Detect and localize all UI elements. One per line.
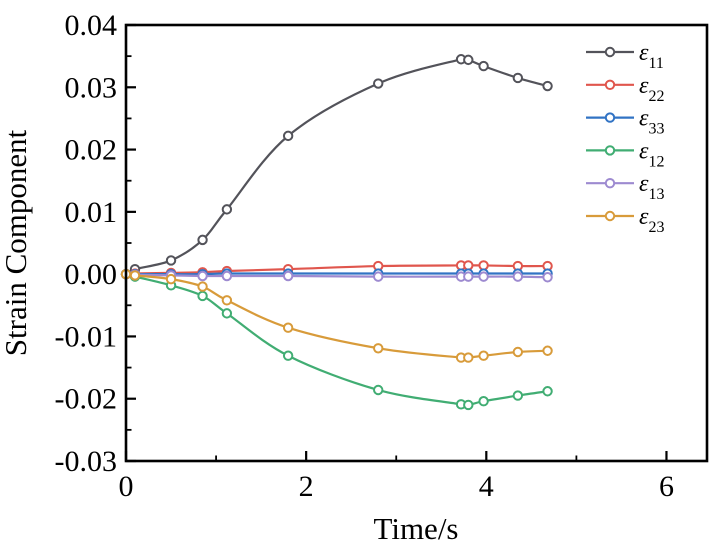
x-tick-label: 2 xyxy=(299,470,314,503)
legend-entry-e22: ε22 xyxy=(586,73,664,105)
legend-label-e11: ε11 xyxy=(639,40,664,72)
series-marker-e13 xyxy=(542,272,553,283)
legend-label-e33: ε33 xyxy=(639,106,664,138)
series-marker-e11 xyxy=(165,255,177,266)
series-marker-e13 xyxy=(282,270,294,282)
series-marker-e11 xyxy=(542,80,553,92)
series-marker-e13 xyxy=(197,270,208,282)
series-marker-e12 xyxy=(478,396,489,407)
series-marker-e13 xyxy=(478,271,489,282)
series-marker-e12 xyxy=(373,384,384,396)
legend-marker-e22 xyxy=(604,79,616,91)
series-marker-e23 xyxy=(373,343,384,354)
legend-label-e23: ε23 xyxy=(639,204,664,236)
series-marker-e12 xyxy=(542,386,553,397)
legend-label-e13: ε13 xyxy=(639,171,664,203)
x-axis-title: Time/s xyxy=(373,511,458,546)
series-marker-e12 xyxy=(282,350,294,361)
x-tick-label: 4 xyxy=(479,470,494,503)
series-marker-e23 xyxy=(129,270,141,281)
x-tick-label: 0 xyxy=(119,470,134,503)
series-line-e11 xyxy=(125,56,548,276)
tick-group xyxy=(124,23,668,463)
series-marker-e12 xyxy=(512,390,524,401)
series-marker-e11 xyxy=(463,54,474,66)
series-marker-e13 xyxy=(373,271,384,282)
legend-entry-e12: ε12 xyxy=(586,138,664,170)
series-marker-e13 xyxy=(463,271,474,282)
legend-label-e22: ε22 xyxy=(639,73,664,105)
legend-label-e12: ε12 xyxy=(639,138,664,170)
series-marker-e12 xyxy=(221,308,233,319)
legend-marker-e23 xyxy=(604,210,616,222)
series-marker-e12 xyxy=(463,399,474,411)
legend-marker-e13 xyxy=(604,178,616,189)
series-marker-e11 xyxy=(512,72,524,84)
y-tick-label: 0.04 xyxy=(65,9,118,42)
series-marker-e12 xyxy=(197,290,208,302)
y-tick-label: -0.02 xyxy=(55,383,118,416)
y-tick-label: 0.02 xyxy=(65,134,118,167)
legend-entry-e11: ε11 xyxy=(586,40,664,72)
y-tick-label: 0.01 xyxy=(65,196,118,229)
y-tick-label: 0.00 xyxy=(65,258,118,291)
series-marker-e11 xyxy=(373,78,384,89)
series-marker-e23 xyxy=(197,281,208,292)
tick-label-group: 0 2 4 6 0.04 0.03 0.02 0.01 0.00 -0.01 -0.02 -0.03 xyxy=(55,9,674,503)
series-marker-e23 xyxy=(512,346,524,358)
series-marker-e11 xyxy=(282,130,294,142)
legend-entry-e13: ε13 xyxy=(586,171,664,203)
series-marker-e11 xyxy=(221,204,233,215)
series-marker-e23 xyxy=(542,345,553,356)
legend-entry-e33: ε33 xyxy=(586,106,664,138)
y-tick-label: -0.01 xyxy=(55,320,118,353)
series-marker-e23 xyxy=(165,273,177,285)
legend-marker-e12 xyxy=(604,145,616,156)
series-marker-e23 xyxy=(478,350,489,361)
series-group xyxy=(120,54,553,411)
series-marker-e13 xyxy=(512,271,524,282)
series-marker-e23 xyxy=(221,295,233,306)
y-tick-label: -0.03 xyxy=(55,445,118,478)
legend-marker-e11 xyxy=(604,46,616,58)
series-marker-e23 xyxy=(282,322,294,333)
y-tick-label: 0.03 xyxy=(65,71,118,104)
y-axis-title: Strain Component xyxy=(0,129,33,356)
series-marker-e23 xyxy=(463,352,474,363)
legend-marker-e33 xyxy=(604,112,616,123)
series-marker-e11 xyxy=(478,60,489,72)
series-marker-e13 xyxy=(221,270,233,282)
series-marker-e11 xyxy=(197,234,208,246)
legend-entry-e23: ε23 xyxy=(586,204,664,236)
series-line-e23 xyxy=(125,273,548,360)
plot-border xyxy=(124,23,709,463)
x-tick-label: 6 xyxy=(659,470,674,503)
